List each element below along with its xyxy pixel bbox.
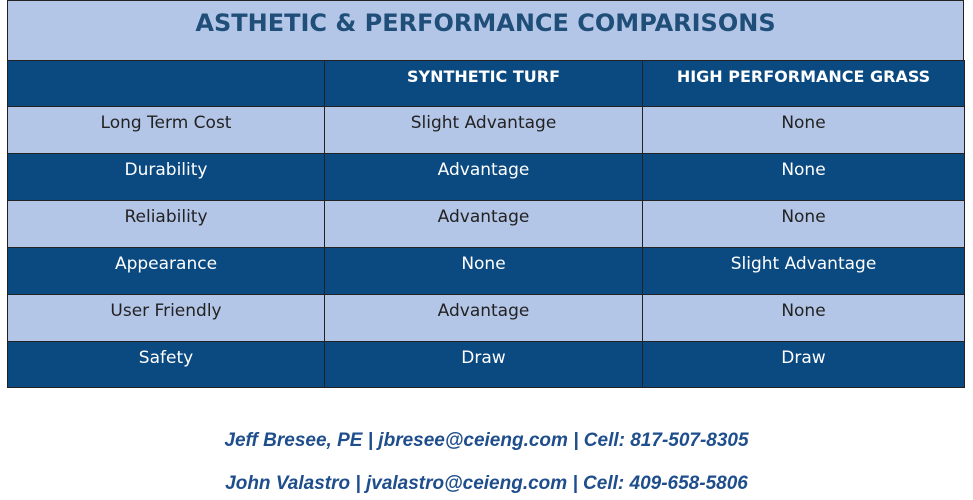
table-cell: Slight Advantage [642, 247, 965, 295]
table-title: ASTHETIC & PERFORMANCE COMPARISONS [7, 0, 964, 61]
column-header: SYNTHETIC TURF [324, 60, 643, 107]
table-cell: Slight Advantage [324, 106, 643, 154]
table-cell: None [642, 294, 965, 342]
row-label: Long Term Cost [7, 106, 325, 154]
header-cell [7, 60, 325, 107]
table-cell: None [642, 106, 965, 154]
row-label: Appearance [7, 247, 325, 295]
row-label: Safety [7, 341, 325, 388]
table-cell: Draw [324, 341, 643, 388]
table-cell: None [642, 200, 965, 248]
table-cell: Advantage [324, 294, 643, 342]
table-cell: Advantage [324, 200, 643, 248]
row-label: User Friendly [7, 294, 325, 342]
column-header: HIGH PERFORMANCE GRASS [642, 60, 965, 107]
contact-line: Jeff Bresee, PE | jbresee@ceieng.com | C… [224, 430, 749, 451]
table-cell: Draw [642, 341, 965, 388]
contact-line: John Valastro | jvalastro@ceieng.com | C… [225, 473, 748, 494]
table-cell: None [324, 247, 643, 295]
table-cell: None [642, 153, 965, 201]
table-cell: Advantage [324, 153, 643, 201]
row-label: Durability [7, 153, 325, 201]
row-label: Reliability [7, 200, 325, 248]
